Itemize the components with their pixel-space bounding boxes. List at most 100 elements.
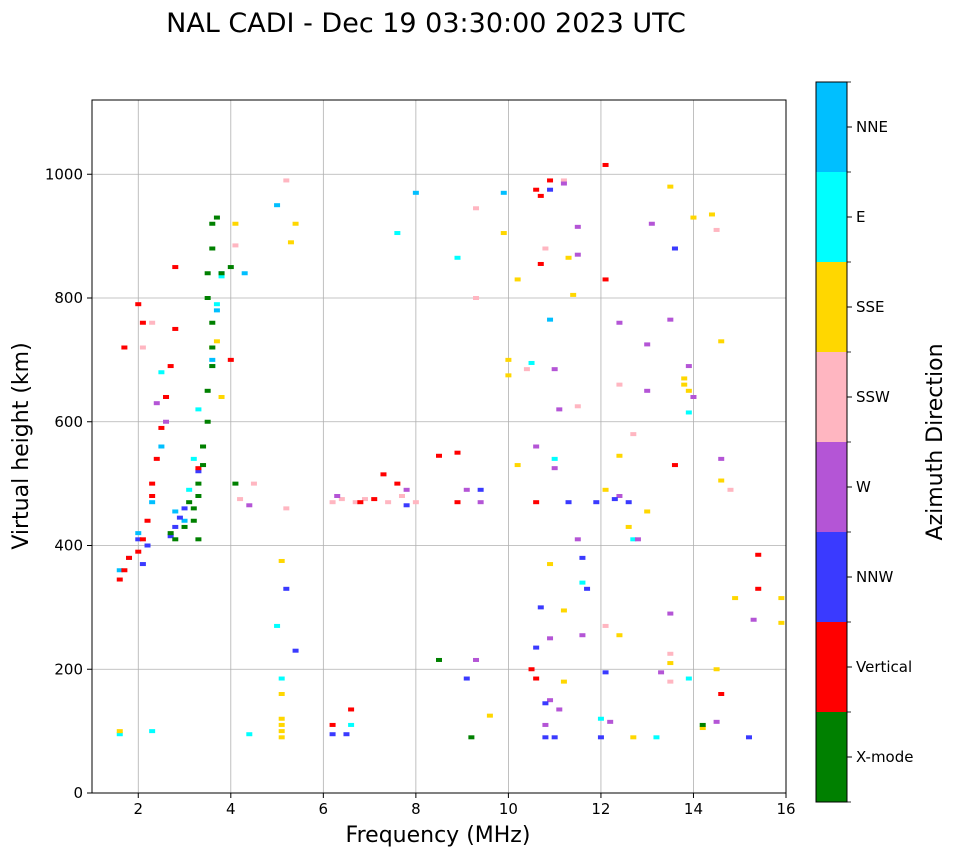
data-point (533, 187, 540, 192)
data-point (274, 203, 281, 208)
data-point (116, 732, 123, 737)
x-tick-label: 2 (133, 800, 143, 818)
data-point (574, 404, 581, 409)
data-point (528, 667, 535, 672)
data-point (579, 633, 586, 638)
data-point (667, 184, 674, 189)
data-point (278, 676, 285, 681)
data-point (334, 494, 341, 498)
data-point (708, 212, 715, 217)
data-point (195, 469, 202, 474)
data-point (181, 506, 188, 511)
data-point (167, 534, 174, 539)
data-point (547, 636, 554, 641)
data-point (732, 596, 739, 601)
data-point (172, 537, 179, 542)
data-point (283, 586, 290, 591)
data-point (278, 722, 285, 727)
data-point (551, 466, 558, 471)
data-point (755, 552, 762, 557)
data-point (176, 515, 183, 520)
data-point (556, 707, 563, 712)
data-point (533, 676, 540, 681)
data-point (560, 181, 567, 186)
colorbar-tick-label: W (856, 478, 871, 496)
data-point (685, 364, 692, 369)
data-point (274, 623, 281, 628)
data-point (727, 487, 734, 492)
data-point (204, 271, 211, 276)
data-point (454, 500, 461, 505)
data-point (144, 518, 151, 523)
data-point (190, 518, 197, 523)
data-point (158, 444, 165, 449)
data-point (200, 463, 207, 468)
data-point (232, 221, 239, 226)
data-point (778, 596, 785, 601)
data-point (547, 317, 554, 322)
data-point (163, 419, 170, 424)
data-point (195, 466, 202, 471)
colorbar-swatch-e (816, 172, 847, 262)
colorbar-label: Azimuth Direction (923, 343, 948, 540)
data-point (218, 274, 225, 279)
colorbar: X-mode Vertical NNW W SSW SSE E NNE (815, 81, 913, 803)
data-point (667, 651, 674, 656)
data-point (514, 277, 521, 282)
data-point (209, 364, 216, 369)
data-point (542, 701, 549, 706)
data-point (209, 221, 216, 226)
data-point (644, 388, 651, 393)
data-point (158, 370, 165, 375)
data-point (533, 444, 540, 449)
plot-area (91, 99, 787, 794)
colorbar-tick-label: X-mode (856, 748, 913, 766)
data-point (718, 692, 725, 696)
colorbar-swatch-w (816, 442, 847, 532)
data-point (232, 243, 239, 248)
data-point (500, 190, 507, 195)
data-point (755, 586, 762, 591)
data-point (172, 326, 179, 331)
data-point (542, 735, 549, 740)
data-point (149, 481, 156, 486)
data-point (616, 382, 623, 387)
data-point (681, 382, 688, 387)
data-point (579, 580, 586, 585)
data-point (380, 472, 387, 477)
colorbar-tick-label: SSE (856, 298, 885, 316)
data-point (227, 265, 234, 270)
series-x-mode (167, 215, 706, 740)
data-point (671, 246, 678, 251)
data-point (547, 178, 554, 183)
data-point (167, 364, 174, 369)
y-tick-label: 200 (54, 660, 83, 678)
data-point (542, 722, 549, 727)
data-point (121, 345, 128, 350)
data-point (218, 395, 225, 399)
data-point (232, 481, 239, 486)
data-point (204, 419, 211, 424)
data-point (454, 450, 461, 455)
data-point (713, 227, 720, 232)
data-point (699, 722, 706, 727)
x-tick-label: 6 (319, 800, 329, 818)
y-axis: 0 200 400 600 800 1000 (45, 165, 92, 802)
data-point (246, 503, 253, 508)
data-point (343, 732, 350, 737)
series-nnw (135, 187, 752, 740)
data-point (116, 568, 123, 573)
data-point (218, 271, 225, 276)
data-point (486, 713, 493, 718)
data-point (149, 500, 156, 505)
data-point (329, 732, 336, 737)
data-point (560, 679, 567, 684)
colorbar-swatch-vertical (816, 622, 847, 712)
data-point (144, 543, 151, 548)
data-point (204, 388, 211, 393)
data-point (685, 676, 692, 681)
data-point (292, 221, 299, 226)
data-point (403, 487, 410, 492)
data-point (690, 215, 697, 220)
data-point (542, 246, 549, 251)
